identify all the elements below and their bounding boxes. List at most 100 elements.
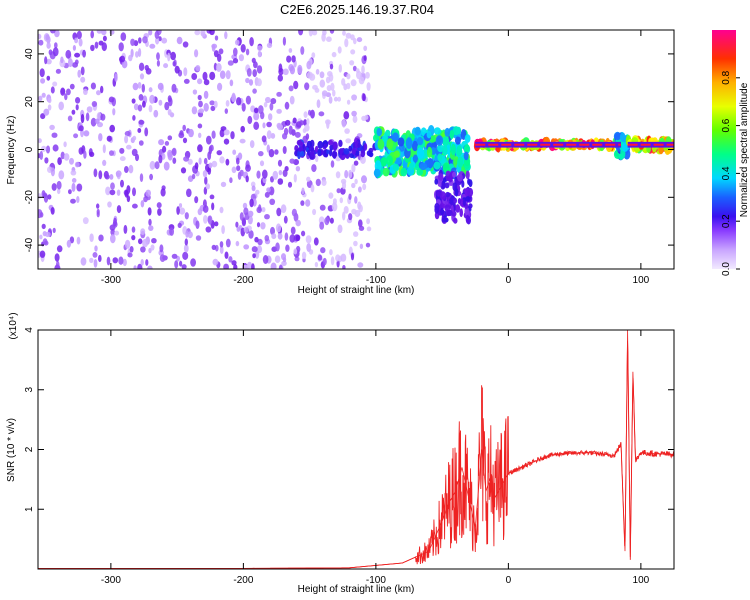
- spectrogram-point: [312, 208, 317, 216]
- spectrogram-point: [339, 148, 343, 155]
- spectrogram-point: [349, 60, 355, 66]
- spectrogram-point: [124, 166, 129, 173]
- snr-x-tick-label: -300: [101, 575, 121, 586]
- spectrogram-point: [391, 132, 399, 142]
- spectrogram-point: [123, 224, 128, 234]
- spectrogram-point: [315, 155, 319, 163]
- spectrogram-point: [247, 115, 253, 125]
- spectrogram-point: [310, 184, 315, 193]
- spectrogram-point: [39, 250, 46, 258]
- spectrogram-point: [68, 189, 72, 195]
- spectrogram-point: [131, 226, 136, 233]
- spectrogram-point: [322, 30, 327, 36]
- spectrogram-point: [437, 153, 443, 162]
- spectrogram-point: [195, 65, 201, 72]
- snr-x-tick-label: -200: [233, 575, 253, 586]
- spectrogram-point: [444, 127, 451, 137]
- spectrogram-point: [289, 95, 295, 105]
- spectrogram-point: [106, 256, 111, 266]
- spectrogram-point: [135, 51, 139, 58]
- spectrogram-point: [233, 264, 238, 269]
- spectrogram-point: [197, 78, 203, 85]
- snr-y-tick-label: 4: [24, 327, 35, 333]
- spectrogram-point: [343, 148, 350, 155]
- spectrogram-point: [274, 149, 279, 155]
- spectrogram-point: [98, 254, 102, 263]
- colorbar-tick-label: 0.8: [721, 70, 732, 84]
- spectrogram-point: [46, 58, 52, 65]
- spectrogram-point: [268, 149, 275, 158]
- spectrogram-point: [333, 143, 337, 152]
- spectrogram-point: [343, 111, 350, 120]
- spectrogram-point: [445, 191, 451, 198]
- spectrogram-point: [249, 37, 254, 47]
- spectrogram-point: [116, 189, 121, 196]
- spectrogram-point: [131, 235, 136, 241]
- snr-y-tick-label: 3: [24, 387, 35, 393]
- chart-title: C2E6.2025.146.19.37.R04: [280, 2, 434, 17]
- spectrogram-point: [253, 107, 259, 114]
- spectrogram-point: [54, 42, 58, 49]
- spectrogram-point: [464, 207, 470, 216]
- spectrogram-point: [163, 63, 169, 69]
- spectrogram-point: [361, 65, 365, 74]
- spectrogram-point: [39, 150, 44, 160]
- spectrogram-point: [434, 202, 440, 211]
- spectrogram-point: [194, 30, 201, 36]
- spectrogram-point: [311, 52, 316, 59]
- spectrogram-point: [340, 178, 347, 184]
- spectrogram-y-tick-label: 20: [24, 96, 35, 108]
- spectrogram-point: [300, 46, 305, 55]
- spectrogram-point: [328, 148, 333, 157]
- spectrogram-point: [282, 257, 287, 263]
- spectrogram-point: [142, 238, 149, 248]
- spectrogram-point: [330, 256, 335, 266]
- spectrogram-point: [90, 44, 95, 52]
- spectrogram-point: [301, 251, 307, 260]
- spectrogram-point: [380, 157, 387, 167]
- spectrogram-point: [619, 132, 626, 142]
- spectrogram-point: [67, 58, 73, 68]
- spectrogram-point: [182, 251, 189, 260]
- spectrogram-point: [260, 111, 265, 120]
- spectrogram-point: [294, 256, 300, 262]
- spectrogram-point: [233, 47, 238, 57]
- spectrogram-point: [252, 88, 257, 94]
- spectrogram-point: [71, 109, 76, 115]
- spectrogram-point: [332, 89, 336, 97]
- spectrogram-point: [198, 100, 203, 108]
- spectrogram-point: [42, 192, 48, 199]
- spectrogram-point: [138, 48, 142, 57]
- spectrogram-point: [83, 88, 88, 96]
- spectrogram-point: [322, 257, 327, 266]
- spectrogram-point: [353, 160, 359, 166]
- spectrogram-point: [176, 206, 180, 215]
- spectrogram-point: [238, 54, 244, 62]
- spectrogram-point: [288, 125, 293, 135]
- spectrogram-point: [182, 124, 186, 132]
- spectrogram-point: [58, 170, 65, 180]
- spectrogram-point: [275, 242, 280, 252]
- spectrogram-point: [293, 248, 298, 255]
- spectrogram-point: [219, 245, 224, 254]
- spectrogram-point: [266, 121, 272, 128]
- spectrogram-point: [75, 97, 81, 104]
- spectrogram-tone-band: [627, 141, 674, 148]
- spectrogram-point: [209, 100, 215, 106]
- spectrogram-point: [296, 139, 303, 146]
- spectrogram-point: [94, 41, 99, 49]
- spectrogram-point: [282, 68, 289, 76]
- spectrogram-point: [270, 98, 277, 105]
- spectrogram-point: [236, 157, 240, 165]
- spectrogram-point: [245, 95, 251, 105]
- spectrogram-point: [382, 167, 390, 177]
- spectrogram-point: [138, 62, 145, 71]
- spectrogram-point: [321, 90, 328, 97]
- spectrogram-point: [46, 75, 51, 81]
- spectrogram-point: [105, 186, 111, 196]
- spectrogram-point: [148, 218, 152, 226]
- spectrogram-point: [304, 124, 310, 132]
- spectrogram-point: [328, 96, 333, 104]
- spectrogram-point: [60, 151, 65, 160]
- spectrogram-point: [327, 139, 334, 146]
